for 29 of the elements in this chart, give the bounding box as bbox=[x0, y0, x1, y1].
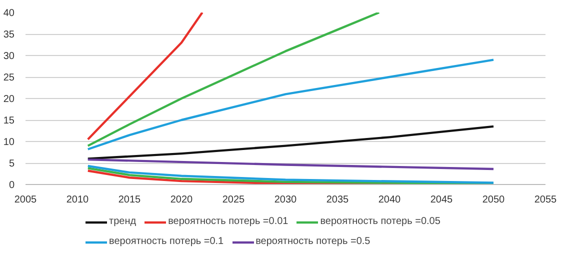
x-tick-label: 2020 bbox=[170, 194, 194, 206]
x-tick-label: 2010 bbox=[66, 194, 90, 206]
y-tick-label: 15 bbox=[3, 116, 15, 126]
x-tick-label: 2035 bbox=[326, 194, 350, 206]
x-tick-label: 2045 bbox=[430, 194, 454, 206]
legend-label: вероятность потерь =0.05 bbox=[320, 216, 440, 227]
x-tick-label: 2005 bbox=[14, 194, 38, 206]
y-tick-label: 25 bbox=[3, 72, 15, 84]
y-tick-label: 30 bbox=[3, 51, 15, 62]
x-tick-label: 2025 bbox=[222, 194, 246, 206]
legend-label: вероятность потерь =0.01 bbox=[168, 216, 288, 227]
y-tick-label: 0 bbox=[8, 180, 15, 191]
line-series bbox=[86, 12, 204, 140]
line-series bbox=[86, 58, 495, 150]
legend-label: вероятность потерь =0.1 bbox=[109, 236, 224, 247]
legend-label: вероятность потерь =0.5 bbox=[256, 236, 370, 247]
legend-label: тренд bbox=[109, 216, 136, 227]
line-series bbox=[86, 125, 495, 160]
x-tick-label: 2055 bbox=[534, 194, 558, 206]
x-tick-label: 2015 bbox=[118, 194, 142, 206]
y-tick-label: 35 bbox=[3, 30, 15, 40]
x-tick-label: 2050 bbox=[482, 194, 506, 206]
x-tick-label: 2040 bbox=[378, 194, 402, 206]
line-series bbox=[86, 12, 380, 147]
y-tick-label: 10 bbox=[3, 137, 15, 148]
y-tick-label: 5 bbox=[8, 158, 15, 170]
y-tick-label: 40 bbox=[3, 8, 15, 19]
x-tick-label: 2030 bbox=[274, 194, 298, 206]
y-tick-label: 20 bbox=[3, 94, 15, 105]
